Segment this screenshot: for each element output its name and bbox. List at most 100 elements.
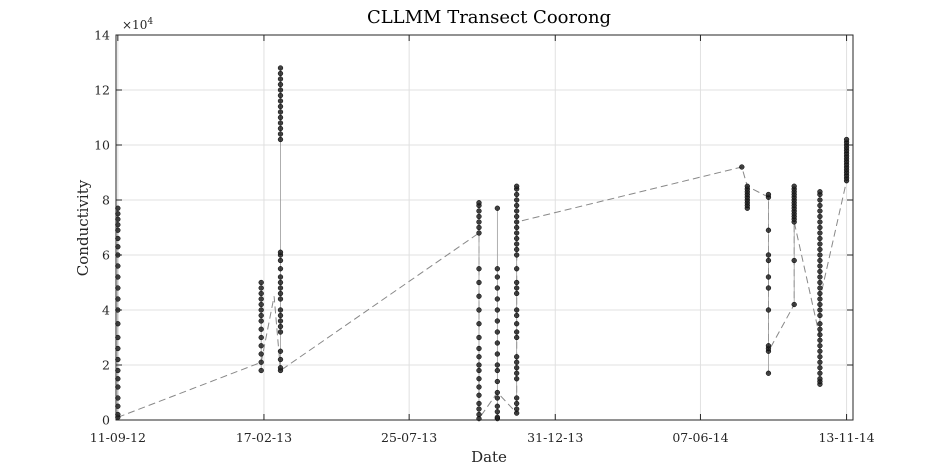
x-tick-label: 13-11-14: [818, 430, 874, 445]
data-point: [258, 312, 264, 319]
data-point: [791, 257, 797, 264]
y-tick-label: 0: [102, 413, 110, 428]
data-point: [514, 285, 520, 291]
chart-title: CLLMM Transect Coorong: [367, 7, 611, 28]
data-point: [817, 312, 823, 319]
x-axis-label: Date: [471, 448, 507, 466]
data-point: [115, 263, 121, 269]
data-point: [494, 362, 501, 368]
data-point: [115, 356, 121, 363]
data-point: [817, 365, 823, 371]
data-point: [277, 356, 284, 363]
data-point: [476, 208, 482, 214]
x-tick-label: 17-02-13: [236, 430, 292, 445]
data-point: [514, 321, 520, 327]
data-point: [258, 326, 264, 332]
data-point: [817, 343, 823, 349]
data-point: [514, 191, 520, 198]
data-point: [277, 109, 284, 115]
data-point: [277, 318, 284, 324]
data-point: [817, 326, 823, 332]
data-point: [765, 274, 772, 280]
data-point: [115, 403, 121, 409]
data-point: [258, 343, 264, 349]
data-point: [258, 359, 264, 365]
data-point: [494, 409, 501, 415]
data-point: [514, 183, 520, 189]
data-point: [514, 197, 520, 203]
y-tick-label: 2: [102, 358, 110, 373]
x-axis-tick-labels: 11-09-12 17-02-13 25-07-13 31-12-13 07-06-14…: [90, 430, 875, 445]
data-point: [494, 285, 501, 291]
data-point: [791, 183, 797, 189]
data-point: [494, 329, 501, 335]
data-points-group: [115, 65, 850, 422]
data-point: [817, 376, 823, 382]
data-point: [514, 376, 520, 382]
data-point: [476, 279, 482, 286]
y-tick-label: 8: [102, 193, 110, 208]
data-point: [258, 301, 264, 308]
data-point: [258, 367, 264, 374]
data-point: [494, 274, 501, 280]
data-point: [277, 323, 284, 330]
data-point: [494, 307, 501, 313]
data-point: [476, 334, 482, 341]
data-point: [514, 213, 520, 220]
y-tick-label: 6: [102, 248, 110, 263]
data-point: [476, 392, 482, 398]
data-point: [817, 235, 823, 242]
data-point: [277, 70, 284, 77]
data-point: [258, 307, 264, 313]
data-point: [494, 395, 501, 401]
data-point: [258, 285, 264, 291]
data-point: [115, 367, 121, 374]
y-tick-label: 14: [94, 28, 110, 43]
data-point: [277, 131, 284, 137]
data-point: [115, 227, 121, 233]
data-point: [817, 208, 823, 214]
data-point: [817, 263, 823, 269]
data-point: [514, 246, 520, 253]
data-point: [277, 81, 284, 88]
data-point: [476, 293, 482, 299]
data-point: [817, 332, 823, 338]
data-point: [277, 296, 284, 302]
y-axis-exponent-base: ×10: [122, 18, 147, 32]
data-point: [765, 257, 772, 264]
y-tick-label: 12: [94, 83, 110, 98]
data-point: [277, 329, 284, 335]
data-point: [514, 252, 520, 258]
data-point: [115, 334, 121, 341]
data-point: [476, 406, 482, 412]
data-point: [115, 321, 121, 327]
data-point: [476, 200, 482, 206]
data-point: [115, 285, 121, 291]
data-point: [277, 136, 284, 143]
data-point: [791, 301, 797, 308]
data-point: [277, 98, 284, 104]
data-point: [258, 334, 264, 341]
data-point: [817, 307, 823, 313]
data-point: [277, 120, 284, 126]
data-point: [514, 279, 520, 286]
data-point: [514, 370, 520, 376]
data-point: [817, 337, 823, 343]
data-point: [476, 266, 482, 272]
data-point: [514, 202, 520, 209]
data-point: [765, 307, 772, 313]
data-point: [817, 219, 823, 225]
data-point: [277, 274, 284, 280]
data-point: [514, 266, 520, 272]
data-point: [494, 266, 501, 272]
data-point: [476, 224, 482, 231]
data-point: [514, 406, 520, 412]
data-point: [277, 312, 284, 319]
data-point: [476, 213, 482, 220]
data-point: [514, 290, 520, 297]
data-point: [277, 285, 284, 291]
data-point: [277, 125, 284, 132]
data-point: [476, 321, 482, 327]
data-point: [258, 279, 264, 286]
